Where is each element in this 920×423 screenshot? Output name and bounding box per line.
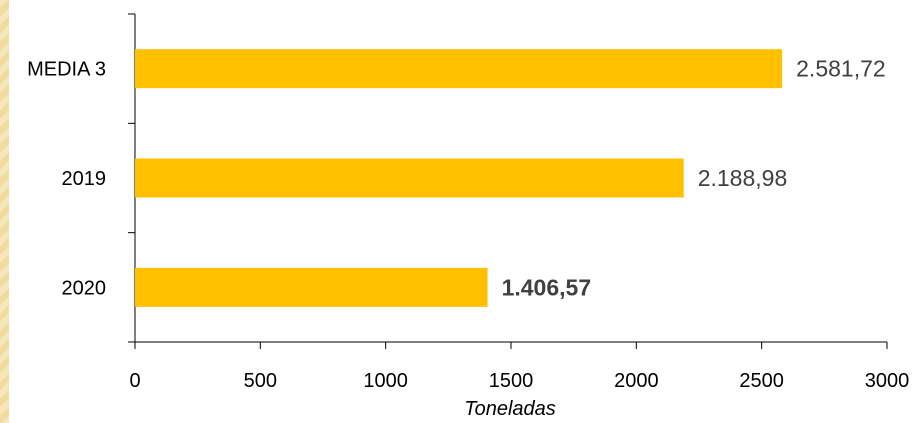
category-label: MEDIA 3 (27, 59, 106, 81)
x-axis-title: Toneladas (464, 398, 556, 420)
decorative-side-strip (0, 0, 9, 423)
x-tick-label: 0 (129, 370, 140, 392)
bar (135, 49, 783, 89)
data-label: 2.581,72 (796, 56, 886, 82)
x-tick-label: 3000 (865, 370, 910, 392)
bar (135, 267, 488, 307)
category-label: 2019 (62, 168, 107, 190)
data-label: 2.188,98 (698, 165, 788, 191)
category-label: 2020 (62, 277, 107, 299)
x-tick-label: 500 (244, 370, 277, 392)
bar (135, 158, 684, 198)
x-tick-label: 1000 (363, 370, 408, 392)
x-tick-label: 1500 (489, 370, 534, 392)
x-tick-label: 2500 (739, 370, 784, 392)
labels: 0 500 1000 1500 2000 2500 3000 MEDIA 3 2.581,72 2… (27, 56, 909, 392)
data-label: 1.406,57 (502, 274, 592, 300)
bars (135, 49, 783, 307)
x-tick-label: 2000 (614, 370, 659, 392)
